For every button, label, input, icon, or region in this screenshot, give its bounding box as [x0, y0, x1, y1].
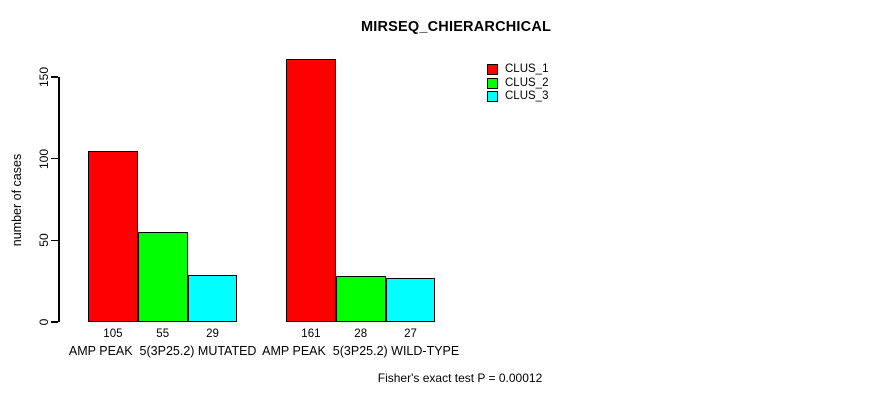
bar-clus_1-group2	[286, 59, 336, 322]
bar-value-label: 105	[103, 328, 123, 340]
bar-value-label: 55	[156, 328, 170, 340]
y-axis-title: number of cases	[10, 153, 24, 247]
legend-color-swatch	[487, 91, 498, 102]
y-axis-tick	[51, 321, 58, 323]
bar-value-label: 29	[206, 328, 219, 340]
bar-clus_2-group2	[335, 276, 386, 322]
legend-item-clus_2: CLUS_2	[487, 77, 548, 90]
y-axis-tick	[51, 157, 58, 160]
legend: CLUS_1 CLUS_2 CLUS_3	[487, 63, 548, 104]
bar-clus_3-group1	[187, 274, 238, 322]
legend-color-swatch	[487, 64, 498, 75]
bar-value-label: 28	[354, 328, 368, 340]
bar-value-label: 27	[404, 328, 417, 340]
y-axis-tick-label: 100	[37, 148, 51, 169]
y-axis-tick-label: 0	[37, 318, 51, 326]
legend-label: CLUS_1	[505, 63, 549, 75]
y-axis-tick-label: 150	[37, 66, 51, 88]
bar-clus_3-group2	[385, 277, 436, 322]
y-axis-line	[58, 77, 60, 322]
y-axis-tick	[51, 239, 58, 242]
category-label: AMP PEAK 5(3P25.2) MUTATED	[68, 344, 257, 358]
y-axis-tick-label: 50	[37, 233, 51, 248]
legend-color-swatch	[487, 77, 498, 89]
bar-value-label: 161	[301, 328, 321, 340]
legend-label: CLUS_2	[505, 76, 549, 89]
legend-item-clus_1: CLUS_1	[487, 63, 548, 76]
annotation-fisher-test: Fisher's exact test P = 0.00012	[377, 371, 543, 385]
category-label: AMP PEAK 5(3P25.2) WILD-TYPE	[262, 344, 460, 358]
chart-title: MIRSEQ_CHIERARCHICAL	[360, 19, 552, 35]
legend-item-clus_3: CLUS_3	[487, 90, 548, 103]
y-axis-tick	[51, 76, 58, 78]
legend-label: CLUS_3	[505, 90, 549, 102]
bar-clus_1-group1	[88, 150, 138, 322]
bar-clus_2-group1	[137, 232, 188, 322]
